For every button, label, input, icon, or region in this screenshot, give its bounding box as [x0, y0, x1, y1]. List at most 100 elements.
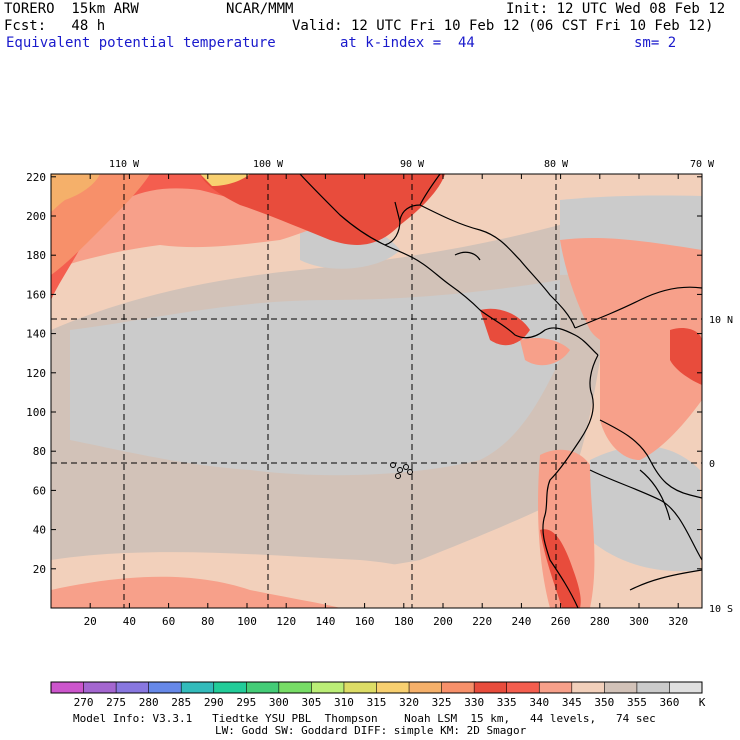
y-label-200: 200	[26, 210, 46, 223]
colorbar-swatch-8	[311, 682, 345, 693]
colorbar-swatch-4	[181, 682, 215, 693]
x-label-280: 280	[590, 615, 610, 628]
galapagos-island-4	[407, 469, 413, 475]
axis-ticks	[51, 174, 702, 608]
lat-label-0: 10 N	[709, 315, 733, 326]
colorbar-label-355: 355	[627, 696, 647, 709]
x-label-40: 40	[123, 615, 136, 628]
y-label-140: 140	[26, 328, 46, 341]
south-america-pacific	[542, 354, 599, 608]
field-355-core	[70, 280, 560, 476]
y-label-80: 80	[33, 445, 46, 458]
border-a	[639, 469, 671, 521]
y-label-100: 100	[26, 406, 46, 419]
x-label-240: 240	[511, 615, 531, 628]
south-america-caribbean	[574, 286, 702, 329]
colorbar-swatch-16	[571, 682, 605, 693]
colorbar-label-280: 280	[139, 696, 159, 709]
y-label-160: 160	[26, 288, 46, 301]
level-index: at k-index = 44	[340, 35, 475, 51]
y-label-180: 180	[26, 249, 46, 262]
colorbar-label-295: 295	[236, 696, 256, 709]
lon-label-2: 90 W	[400, 159, 425, 170]
colorbar-label-345: 345	[562, 696, 582, 709]
colorbar-label-300: 300	[269, 696, 289, 709]
y-label-20: 20	[33, 563, 46, 576]
lon-label-4: 70 W	[690, 159, 715, 170]
colorbar-swatch-7	[278, 682, 312, 693]
y-label-220: 220	[26, 171, 46, 184]
longitude-labels: 110 W 100 W 90 W 80 W 70 W	[109, 159, 715, 170]
y-label-60: 60	[33, 484, 46, 497]
colorbar-swatch-9	[343, 682, 377, 693]
field-name: Equivalent potential temperature	[6, 35, 276, 51]
lon-label-1: 100 W	[253, 159, 284, 170]
physics-info-line: LW: Godd SW: Goddard DIFF: simple KM: 2D…	[215, 724, 527, 737]
smoothing-label: sm= 2	[634, 35, 677, 51]
colorbar-swatch-17	[604, 682, 638, 693]
central-america-caribbean	[419, 204, 576, 329]
colorbar-label-335: 335	[497, 696, 517, 709]
colorbar-swatch-3	[148, 682, 182, 693]
galapagos-island-3	[395, 473, 401, 479]
field-320-nw	[51, 174, 100, 212]
x-label-120: 120	[276, 615, 296, 628]
x-label-160: 160	[355, 615, 375, 628]
colombia-ecuador-border	[599, 419, 702, 499]
field-325-nw	[51, 174, 150, 275]
colorbar-swatch-14	[506, 682, 540, 693]
x-label-60: 60	[162, 615, 175, 628]
model-title: TORERO 15km ARW	[4, 1, 139, 17]
field-shapes	[51, 174, 702, 608]
colorbar-swatch-1	[83, 682, 117, 693]
guatemala-border	[394, 201, 401, 223]
field-355-andes	[590, 446, 700, 572]
latitude-labels: 10 N 0 10 S	[709, 315, 733, 615]
galapagos-island-1	[397, 467, 403, 473]
lon-label-0: 110 W	[109, 159, 140, 170]
colorbar-label-310: 310	[334, 696, 354, 709]
border-b	[629, 569, 702, 591]
valid-time: Valid: 12 UTC Fri 10 Feb 12 (06 CST Fri …	[292, 18, 714, 34]
colorbar-swatch-6	[246, 682, 280, 693]
y-label-40: 40	[33, 524, 46, 537]
colorbar-swatch-2	[116, 682, 150, 693]
map-field	[51, 174, 702, 608]
colorbar	[50, 681, 703, 694]
x-label-80: 80	[201, 615, 214, 628]
colorbar-label-330: 330	[464, 696, 484, 709]
x-label-200: 200	[433, 615, 453, 628]
field-330-peru	[540, 529, 581, 608]
x-grid-labels: 20 40 60 80 100 120 140 160 180 200 220 240 260 280 30…	[84, 615, 689, 628]
model-info-line: Model Info: V3.3.1 Tiedtke YSU PBL Thomp…	[73, 712, 656, 725]
y-label-120: 120	[26, 367, 46, 380]
lon-label-3: 80 W	[544, 159, 569, 170]
galapagos-island-2	[403, 464, 409, 470]
colorbar-labels: 270 275 280 285 290 295 300 305 310 315 320 325 330 3…	[74, 696, 706, 709]
x-label-320: 320	[668, 615, 688, 628]
coastlines	[299, 174, 702, 608]
field-330-gulf	[200, 174, 445, 245]
field-330-colombia	[670, 328, 702, 385]
colorbar-swatch-5	[213, 682, 247, 693]
colorbar-label-325: 325	[432, 696, 452, 709]
colorbar-label-340: 340	[529, 696, 549, 709]
colorbar-swatch-11	[409, 682, 443, 693]
colorbar-label-285: 285	[171, 696, 191, 709]
central-america-pacific	[384, 244, 599, 356]
colorbar-label-290: 290	[204, 696, 224, 709]
x-label-20: 20	[84, 615, 97, 628]
x-label-140: 140	[315, 615, 335, 628]
x-label-300: 300	[629, 615, 649, 628]
colorbar-swatch-12	[441, 682, 475, 693]
x-label-260: 260	[551, 615, 571, 628]
init-time: Init: 12 UTC Wed 08 Feb 12	[506, 1, 726, 17]
colorbar-label-305: 305	[301, 696, 321, 709]
map-frame	[50, 173, 703, 609]
lat-label-1: 0	[709, 459, 715, 470]
colorbar-label-360: 360	[660, 696, 680, 709]
field-340-panama	[520, 338, 570, 366]
colorbar-label-270: 270	[74, 696, 94, 709]
organization-label: NCAR/MMM	[226, 1, 294, 17]
colorbar-swatch-10	[376, 682, 410, 693]
